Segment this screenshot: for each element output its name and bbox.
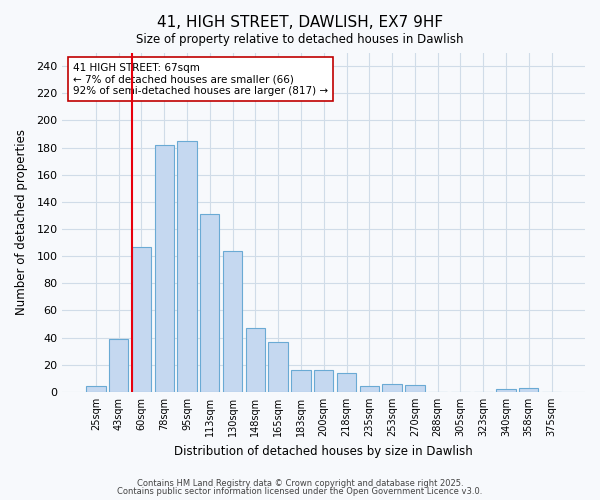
Y-axis label: Number of detached properties: Number of detached properties xyxy=(15,129,28,315)
Bar xyxy=(291,370,311,392)
Bar xyxy=(109,339,128,392)
Bar xyxy=(86,386,106,392)
Text: 41, HIGH STREET, DAWLISH, EX7 9HF: 41, HIGH STREET, DAWLISH, EX7 9HF xyxy=(157,15,443,30)
Text: Size of property relative to detached houses in Dawlish: Size of property relative to detached ho… xyxy=(136,32,464,46)
Text: Contains public sector information licensed under the Open Government Licence v3: Contains public sector information licen… xyxy=(118,487,482,496)
Bar xyxy=(223,250,242,392)
Text: 41 HIGH STREET: 67sqm
← 7% of detached houses are smaller (66)
92% of semi-detac: 41 HIGH STREET: 67sqm ← 7% of detached h… xyxy=(73,62,328,96)
Bar xyxy=(359,386,379,392)
Bar xyxy=(382,384,402,392)
Bar xyxy=(337,373,356,392)
Bar xyxy=(519,388,538,392)
Bar xyxy=(268,342,288,392)
Bar xyxy=(314,370,334,392)
Bar xyxy=(200,214,220,392)
Bar xyxy=(155,145,174,392)
Bar xyxy=(132,246,151,392)
Bar xyxy=(178,141,197,392)
X-axis label: Distribution of detached houses by size in Dawlish: Distribution of detached houses by size … xyxy=(175,444,473,458)
Bar xyxy=(405,385,425,392)
Text: Contains HM Land Registry data © Crown copyright and database right 2025.: Contains HM Land Registry data © Crown c… xyxy=(137,478,463,488)
Bar xyxy=(496,389,515,392)
Bar xyxy=(245,328,265,392)
